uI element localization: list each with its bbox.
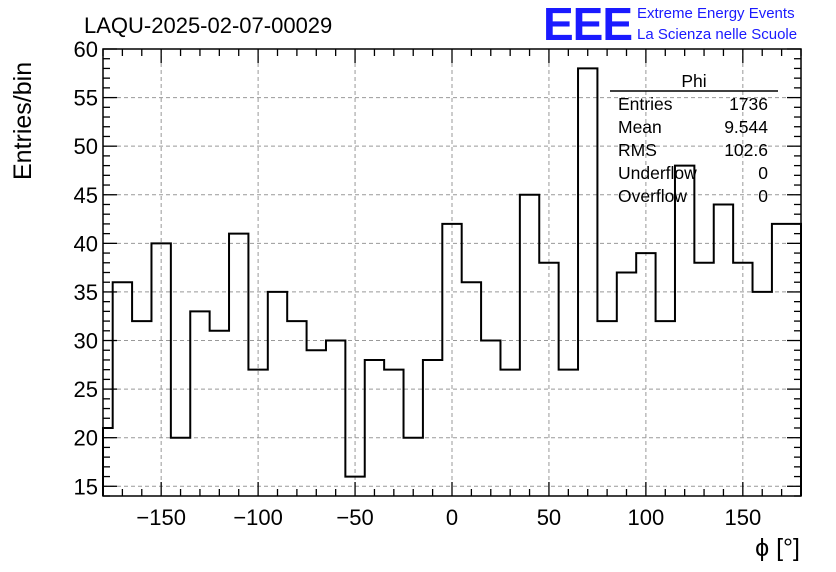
stats-value-mean: 9.544 [724,117,768,137]
stats-label-rms: RMS [618,140,657,160]
y-tick-label: 15 [74,474,98,499]
y-tick-label: 20 [74,426,98,451]
stats-value-underflow: 0 [758,163,768,183]
y-tick-label: 30 [74,329,98,354]
y-tick-label: 35 [74,280,98,305]
x-tick-label: −150 [136,505,186,530]
y-tick-label: 55 [74,86,98,111]
logo-line-1: Extreme Energy Events [637,5,795,22]
x-tick-label: −50 [336,505,373,530]
x-axis-label: ϕ [°] [755,534,800,562]
stats-value-entries: 1736 [729,94,768,114]
tick-labels: −150 −100 −50 0 50 100 150 15 20 25 30 35 40 45 50 55 60 [74,37,762,530]
stats-value-rms: 102.6 [724,140,768,160]
x-tick-label: 50 [537,505,561,530]
histogram-outline [102,67,802,496]
y-tick-label: 50 [74,134,98,159]
stats-label-entries: Entries [618,94,673,114]
y-axis-label: Entries/bin [9,62,37,180]
y-tick-label: 45 [74,183,98,208]
axis-ticks [102,48,802,497]
logo-line-2: La Scienza nelle Scuole [637,26,797,43]
stats-box: Phi Entries 1736 Mean 9.544 RMS 102.6 Un… [610,71,778,206]
stats-value-overflow: 0 [758,186,768,206]
x-tick-label: 100 [628,505,665,530]
y-tick-label: 25 [74,377,98,402]
plot-frame [102,48,802,497]
eee-logo-mark: EEE [543,0,632,50]
stats-label-overflow: Overflow [618,186,687,206]
y-tick-label: 40 [74,231,98,256]
stats-title: Phi [681,71,706,91]
x-tick-label: 0 [446,505,458,530]
stats-label-mean: Mean [618,117,662,137]
x-tick-label: 150 [724,505,761,530]
y-tick-label: 60 [74,37,98,62]
x-tick-label: −100 [233,505,283,530]
stats-label-underflow: Underflow [618,163,697,183]
chart-title: LAQU-2025-02-07-00029 [84,13,332,38]
grid-lines [103,48,801,496]
